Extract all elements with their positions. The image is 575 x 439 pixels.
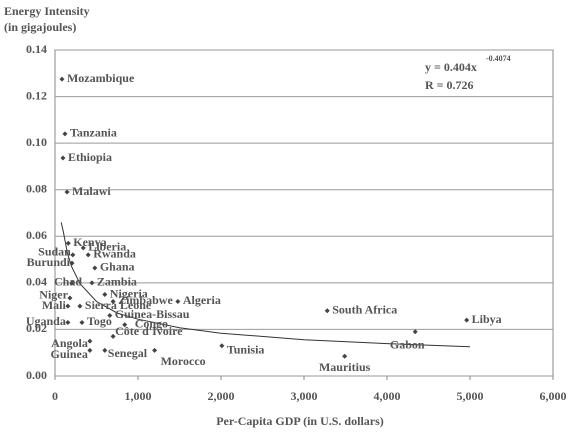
- equation: y = 0.404x: [425, 60, 477, 74]
- point-label: Côte d'Ivoire: [115, 324, 183, 338]
- equation-exponent: -0.4074: [486, 54, 511, 63]
- data-point: [70, 252, 76, 258]
- point-label: Ghana: [100, 260, 135, 274]
- data-point: [219, 343, 225, 349]
- data-point: [65, 319, 71, 325]
- point-label: Mozambique: [67, 71, 135, 85]
- point-label: Nigeria: [110, 286, 148, 300]
- x-tick-label: 5,000: [457, 389, 484, 403]
- data-point: [110, 333, 116, 339]
- data-point: [64, 189, 70, 195]
- point-label: Niger: [39, 288, 68, 302]
- chart-title: Energy Intensity: [4, 4, 90, 18]
- data-point: [342, 353, 348, 359]
- y-tick-label: 0.00: [26, 368, 47, 382]
- data-point: [122, 322, 128, 328]
- data-point: [62, 131, 68, 137]
- point-label: Tanzania: [70, 126, 117, 140]
- point-label: Senegal: [108, 346, 148, 360]
- data-point: [80, 245, 86, 251]
- data-point: [89, 280, 95, 286]
- point-label: Congo: [135, 317, 168, 331]
- point-label: Rwanda: [93, 247, 136, 261]
- data-point: [87, 338, 93, 344]
- point-label: Guinea: [51, 347, 88, 361]
- data-point: [412, 329, 418, 335]
- point-label: South Africa: [332, 303, 397, 317]
- data-point: [79, 319, 85, 325]
- point-label: Zimbabwe: [118, 293, 173, 307]
- point-label: Sudan: [38, 245, 71, 259]
- y-tick-label: 0.14: [26, 42, 47, 56]
- point-label: Ethiopia: [68, 150, 112, 164]
- r-value: R = 0.726: [425, 78, 474, 92]
- point-label: Uganda: [26, 314, 66, 328]
- x-tick-label: 0: [52, 389, 58, 403]
- point-label: Zambia: [97, 275, 137, 289]
- point-label: Malawi: [72, 184, 111, 198]
- y-tick-label: 0.04: [26, 275, 47, 289]
- y-tick-label: 0.08: [26, 181, 47, 195]
- data-point: [69, 280, 75, 286]
- point-label: Liberia: [88, 240, 126, 254]
- point-label: Mali: [42, 298, 67, 312]
- point-label: Libya: [472, 312, 502, 326]
- data-point: [87, 347, 93, 353]
- point-label: Guinea-Bissau: [115, 307, 190, 321]
- x-tick-label: 3,000: [291, 389, 318, 403]
- data-point: [175, 298, 181, 304]
- data-point: [152, 347, 158, 353]
- data-point: [107, 312, 113, 318]
- chart-title: (in gigajoules): [4, 20, 76, 34]
- data-point: [102, 292, 108, 297]
- point-label: Togo: [87, 314, 112, 328]
- point-label: Algeria: [183, 293, 221, 307]
- point-label: Angola: [51, 336, 88, 350]
- data-point: [324, 308, 330, 314]
- point-label: Sierra Leone: [85, 298, 152, 312]
- y-tick-label: 0.06: [26, 228, 47, 242]
- point-label: Burundi: [27, 255, 71, 269]
- data-point: [60, 155, 66, 161]
- point-label: Gabon: [390, 338, 425, 352]
- y-tick-label: 0.12: [26, 88, 47, 102]
- point-label: Tunisia: [227, 342, 265, 356]
- data-point: [85, 252, 91, 258]
- x-axis-label: Per-Capita GDP (in U.S. dollars): [216, 414, 384, 428]
- data-point: [67, 295, 73, 301]
- data-point: [65, 240, 71, 246]
- x-tick-label: 1,000: [125, 389, 152, 403]
- point-label: Mauritius: [319, 360, 371, 374]
- point-label: Kenya: [73, 235, 106, 249]
- data-point: [102, 347, 108, 353]
- data-point: [59, 76, 65, 82]
- data-point: [92, 265, 98, 271]
- point-label: Chad: [54, 275, 82, 289]
- x-tick-label: 6,000: [540, 389, 567, 403]
- data-point: [77, 303, 83, 309]
- y-tick-label: 0.10: [26, 135, 47, 149]
- data-point: [464, 317, 470, 323]
- y-tick-label: 0.02: [26, 321, 47, 335]
- point-label: Morocco: [161, 354, 206, 368]
- data-point: [65, 303, 71, 309]
- trend-line: [60, 222, 471, 348]
- data-point: [110, 298, 116, 304]
- x-tick-label: 2,000: [208, 389, 235, 403]
- x-tick-label: 4,000: [374, 389, 401, 403]
- data-point: [69, 260, 75, 266]
